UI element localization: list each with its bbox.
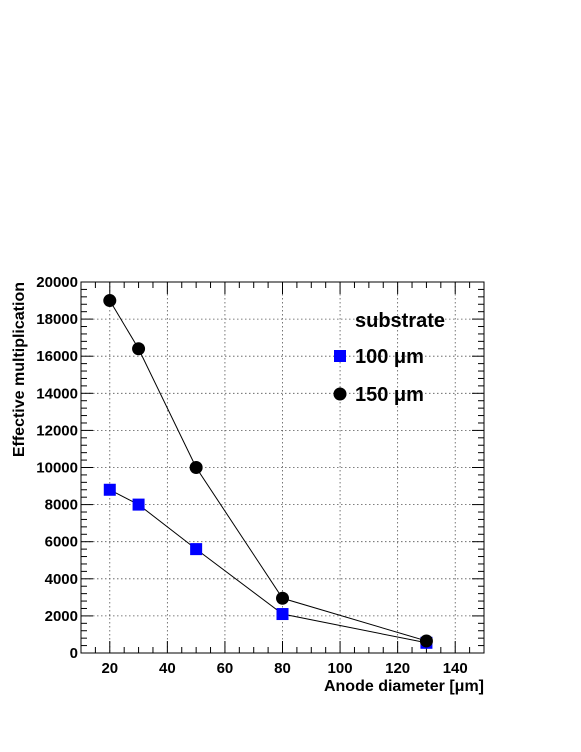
y-tick-label: 14000 xyxy=(36,385,78,402)
y-tick-labels: 0 2000 4000 6000 8000 10000 12000 14000 16000 180… xyxy=(36,274,78,662)
x-tick-label: 120 xyxy=(385,660,410,677)
x-axis-title: Anode diameter [μm] xyxy=(324,678,484,695)
x-tick-label: 20 xyxy=(101,660,118,677)
y-tick-label: 4000 xyxy=(45,571,78,588)
y-tick-label: 12000 xyxy=(36,422,78,439)
legend-title: substrate xyxy=(355,310,445,332)
data-point-square xyxy=(132,498,145,511)
legend-marker-square xyxy=(334,350,346,362)
series-line xyxy=(109,489,427,644)
x-tick-label: 100 xyxy=(328,660,353,677)
legend-label: 150 μm xyxy=(355,384,424,406)
data-point-circle xyxy=(419,634,433,648)
data-point-circle xyxy=(132,342,146,356)
y-axis-title: Effective multiplication xyxy=(11,282,28,457)
data-point-circle xyxy=(189,461,203,474)
x-tick-labels: 20 40 60 80 100 120 140 xyxy=(101,660,467,677)
x-tick-label: 60 xyxy=(217,660,234,677)
data-series xyxy=(103,294,433,649)
y-tick-label: 6000 xyxy=(45,534,78,551)
data-point-square xyxy=(276,608,289,621)
y-tick-label: 20000 xyxy=(36,274,78,291)
data-point-square xyxy=(103,483,116,496)
plot-frame xyxy=(80,281,485,654)
legend: substrate 100 μm 150 μm xyxy=(333,310,445,406)
x-tick-label: 40 xyxy=(159,660,176,677)
y-tick-label: 2000 xyxy=(45,608,78,625)
data-point-circle xyxy=(276,591,289,605)
grid-lines xyxy=(81,282,484,653)
legend-entries: 100 μm 150 μm xyxy=(333,346,424,406)
data-point-circle xyxy=(103,294,117,308)
legend-label: 100 μm xyxy=(355,346,424,368)
data-point-square xyxy=(190,543,203,556)
legend-marker-circle xyxy=(333,387,347,401)
y-tick-label: 8000 xyxy=(45,497,78,514)
x-tick-label: 80 xyxy=(274,660,291,677)
y-tick-label: 10000 xyxy=(36,460,78,477)
x-tick-label: 140 xyxy=(443,660,468,677)
y-tick-label: 0 xyxy=(70,645,78,662)
y-tick-label: 16000 xyxy=(36,348,78,365)
axis-ticks xyxy=(80,281,485,654)
y-tick-label: 18000 xyxy=(36,311,78,328)
